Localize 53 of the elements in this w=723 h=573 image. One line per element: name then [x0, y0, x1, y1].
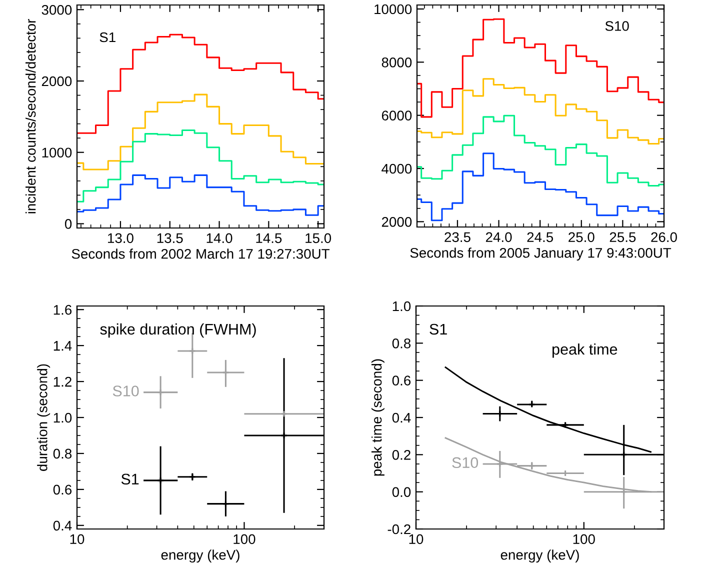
- x-tick-label: 24.5: [527, 232, 554, 242]
- x-tick-label: 13.5: [157, 233, 183, 244]
- x-tick-label: 25.5: [610, 232, 636, 242]
- y-tick-label: 1.2: [54, 376, 72, 387]
- y-tick-label: -0.2: [388, 524, 410, 534]
- y-tick-label: 0.2: [392, 450, 410, 460]
- y-tick-label: 1.6: [54, 304, 72, 315]
- y-tick-label: 1000: [42, 148, 72, 158]
- y-tick-label: 2000: [382, 217, 412, 227]
- y-tick-label: 1.0: [54, 412, 72, 423]
- annotation: peak time: [552, 343, 618, 358]
- y-tick-label: 0.4: [392, 412, 411, 423]
- x-tick-label: 14.5: [256, 233, 282, 244]
- x-axis-title: energy (keV): [500, 550, 579, 563]
- y-axis-title: peak time (second): [371, 359, 384, 476]
- y-tick-label: 6000: [382, 110, 412, 121]
- y-tick-label: 0.8: [53, 448, 72, 459]
- y-tick-label: 0: [64, 219, 72, 229]
- y-tick-label: 0.4: [53, 520, 72, 531]
- annotation: S10: [605, 21, 629, 31]
- x-axis-title: energy (keV): [161, 550, 240, 563]
- x-tick-label: 25.0: [568, 232, 594, 242]
- y-tick-label: 3000: [42, 4, 72, 15]
- series-label: S10: [452, 457, 478, 468]
- y-tick-label: 1.0: [392, 301, 411, 312]
- annotation: S1: [430, 324, 447, 335]
- x-tick-label: 23.5: [444, 232, 470, 242]
- x-tick-label: 100: [573, 534, 595, 544]
- x-tick-label: 15.0: [306, 233, 332, 244]
- y-tick-label: 0.6: [53, 484, 72, 495]
- y-axis-title: incident counts/second/detector: [26, 19, 36, 214]
- series-label: S10: [112, 386, 139, 396]
- x-tick-label: 14.0: [206, 233, 232, 244]
- y-tick-label: 0.6: [392, 376, 411, 386]
- y-tick-label: 0.0: [392, 487, 411, 498]
- x-tick-label: 100: [234, 534, 256, 544]
- annotation: S1: [100, 32, 116, 42]
- x-tick-label: 24.0: [486, 232, 512, 242]
- series-label: S1: [121, 474, 139, 485]
- x-tick-label: 13.0: [108, 233, 134, 244]
- y-tick-label: 8000: [382, 57, 412, 68]
- y-tick-label: 0.8: [392, 338, 411, 348]
- y-tick-label: 1.4: [54, 341, 72, 351]
- x-tick-label: 26.0: [651, 232, 677, 242]
- y-tick-label: 4000: [382, 164, 412, 174]
- x-axis-title: Seconds from 2002 March 17 19:27:30UT: [72, 248, 330, 259]
- y-tick-label: 2000: [42, 76, 72, 86]
- y-axis-title: duration (second): [37, 364, 50, 471]
- annotation: spike duration (FWHM): [100, 323, 256, 338]
- x-tick-label: 10: [70, 534, 84, 544]
- x-tick-label: 10: [409, 534, 424, 544]
- y-tick-label: 10000: [374, 4, 412, 14]
- x-axis-title: Seconds from 2005 January 17 9:43:00UT: [410, 248, 672, 261]
